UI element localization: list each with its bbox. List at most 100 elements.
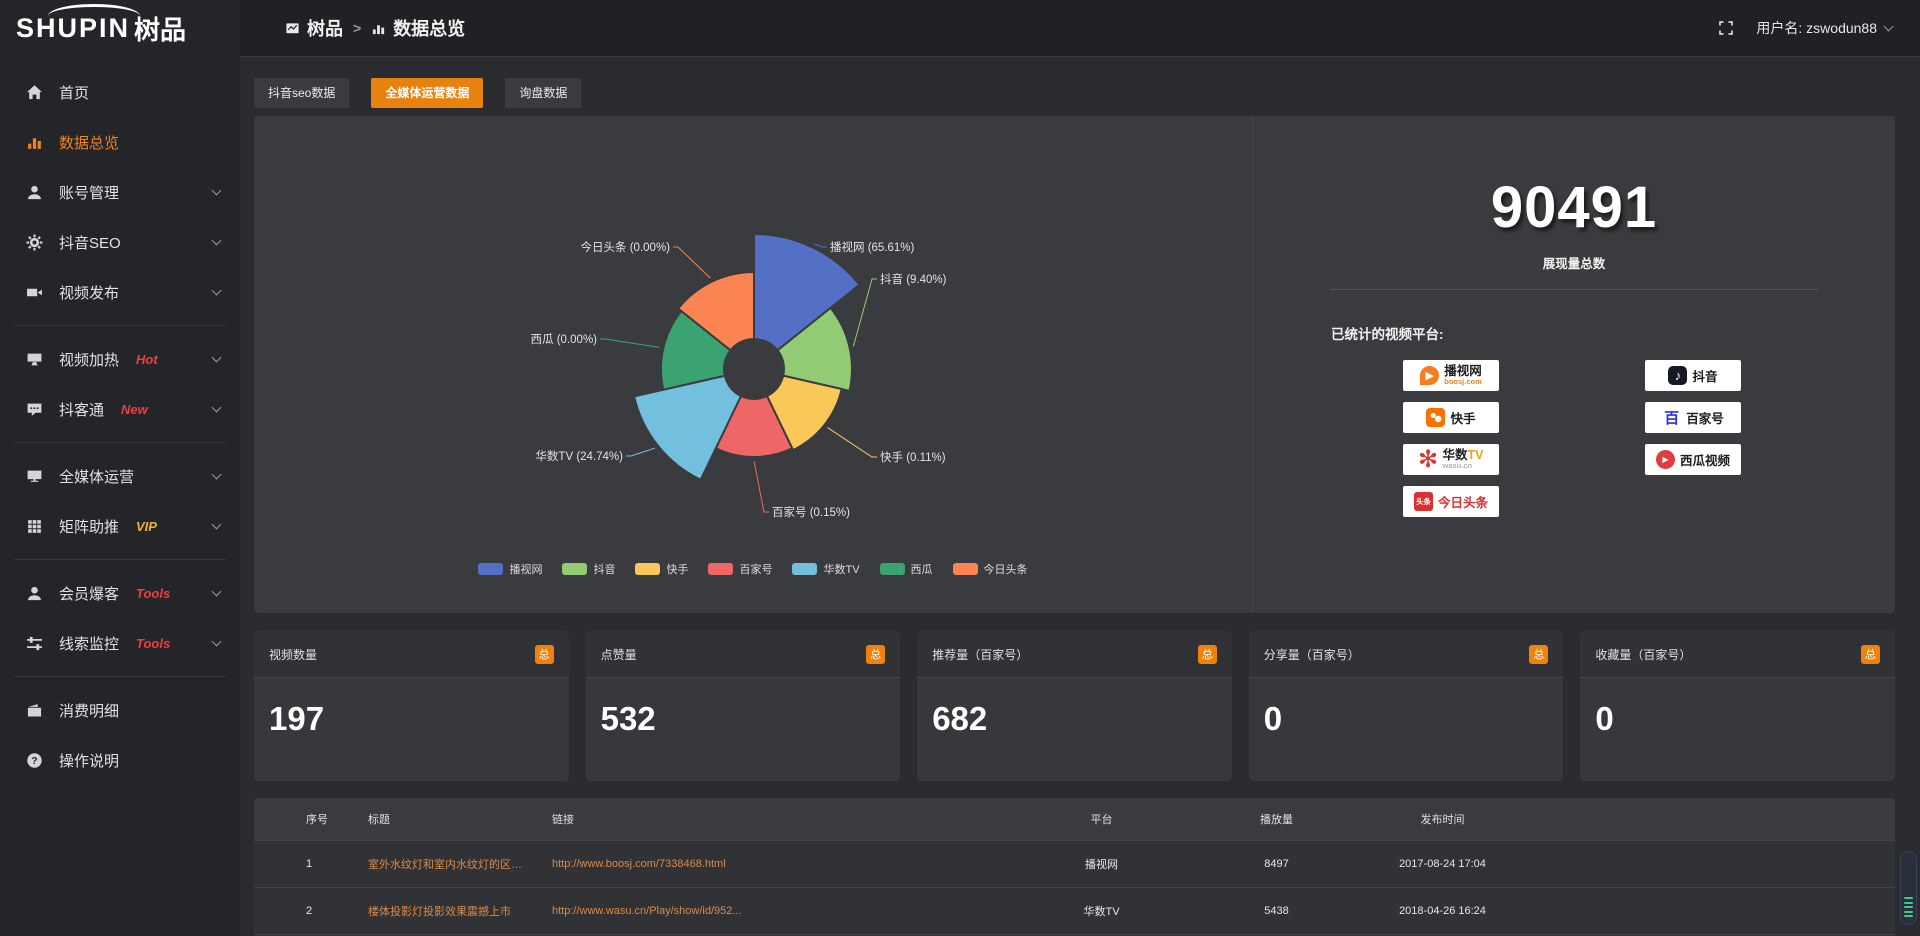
pie-slice-快手[interactable] (765, 374, 843, 452)
col-header-views: 播放量 (1260, 814, 1293, 826)
chevron-down-icon (211, 586, 222, 596)
platform-badge-label: 今日头条 (1437, 496, 1488, 510)
platform-badge-baijiahao[interactable]: 百 百家号 (1645, 402, 1741, 433)
legend-item-快手[interactable]: 快手 (635, 561, 688, 577)
stat-card-1: 点赞量 总 532 (585, 631, 901, 781)
pie-label-百家号: 百家号 (0.15%) (772, 505, 850, 519)
floating-scroll-widget[interactable] (1900, 851, 1917, 925)
stat-card-total-badge[interactable]: 总 (866, 644, 886, 664)
brand-logo[interactable]: SHUPIN 树品 (0, 0, 240, 57)
cell-title[interactable]: 室外水纹灯和室内水纹灯的区别和简介 (368, 859, 542, 871)
cell-no: 1 (306, 858, 313, 870)
platform-badge-boosj[interactable]: ▶ 播视网 boosj.com (1403, 360, 1499, 391)
breadcrumb-separator: > (353, 20, 362, 36)
sidebar-item-douketong[interactable]: 抖客通 New (0, 384, 240, 434)
sidebar-item-video-publish[interactable]: 视频发布 (0, 267, 240, 317)
legend-label: 西瓜 (910, 564, 933, 576)
cell-views: 5438 (1264, 905, 1289, 917)
overview-panel: 播视网 (65.61%) 抖音 (9.40%) 快手 (0.11%) 百家号 (0.1… (254, 116, 1895, 613)
pie-slice-播视网[interactable] (753, 232, 861, 352)
sidebar-item-member-baoke[interactable]: 会员爆客 Tools (0, 568, 240, 618)
legend-label: 抖音 (593, 564, 616, 576)
sidebar-item-media-ops[interactable]: 全媒体运营 (0, 451, 240, 501)
chevron-down-icon (211, 235, 222, 245)
summary-divider (1330, 289, 1818, 290)
stat-card-total-badge[interactable]: 总 (534, 644, 554, 664)
legend-swatch (708, 563, 734, 575)
tab-1[interactable]: 全媒体运营数据 (371, 78, 484, 108)
stat-card-title: 点赞量 (600, 647, 637, 662)
platform-badge-label: 播视网 (1444, 364, 1482, 378)
chevron-down-icon (211, 285, 222, 295)
breadcrumb-item-brand[interactable]: 树品 (285, 15, 343, 41)
stat-card-total-badge[interactable]: 总 (1197, 644, 1217, 664)
pie-slice-华数TV[interactable] (632, 374, 743, 482)
platform-badge-label: 快手 (1450, 412, 1476, 426)
sidebar-item-help[interactable]: ? 操作说明 (0, 735, 240, 785)
platform-badge-kuaishou[interactable]: 快手 (1403, 402, 1499, 433)
col-header-no: 序号 (306, 814, 328, 826)
stat-cards-row: 视频数量 总 197 点赞量 总 532 推荐量（百家号） 总 682 分享量（… (254, 631, 1895, 781)
legend-item-播视网[interactable]: 播视网 (478, 561, 542, 577)
col-header-title: 标题 (368, 814, 390, 826)
legend-swatch (792, 563, 818, 575)
bars-icon (26, 134, 44, 151)
sidebar-item-data-overview[interactable]: 数据总览 (0, 117, 240, 167)
cell-link[interactable]: http://www.wasu.cn/Play/show/id/952... (552, 905, 742, 917)
sidebar-item-clue-monitor[interactable]: 线索监控 Tools (0, 618, 240, 668)
help-icon: ? (26, 752, 44, 769)
stat-card-value: 197 (269, 700, 325, 737)
legend-swatch (952, 563, 978, 575)
pie-label-西瓜: 西瓜 (0.00%) (531, 333, 598, 346)
logo-arc-decoration (48, 4, 140, 16)
sidebar-item-account-manage[interactable]: 账号管理 (0, 167, 240, 217)
legend-item-百家号[interactable]: 百家号 (708, 561, 772, 577)
sidebar-item-matrix-boost[interactable]: 矩阵助推 VIP (0, 501, 240, 551)
cell-title[interactable]: 楼体投影灯投影效果震撼上市 (368, 906, 511, 918)
pie-slice-百家号[interactable] (714, 394, 794, 458)
user-menu[interactable]: 用户名: zswodun88 (1756, 18, 1894, 38)
sidebar-item-douyin-seo[interactable]: 抖音SEO (0, 217, 240, 267)
stat-card-total-badge[interactable]: 总 (1529, 644, 1549, 664)
sidebar-item-video-heat[interactable]: 视频加热 Hot (0, 334, 240, 384)
wallet-icon (26, 702, 44, 719)
legend-label: 华数TV (823, 564, 860, 576)
stat-card-value: 0 (1595, 700, 1614, 737)
user-icon (26, 184, 44, 201)
data-tabs: 抖音seo数据 全媒体运营数据 询盘数据 (254, 78, 1895, 108)
total-impressions-label: 展现量总数 (1542, 257, 1606, 271)
chevron-down-icon (1883, 21, 1894, 31)
sidebar-divider (14, 442, 226, 443)
legend-item-抖音[interactable]: 抖音 (562, 561, 615, 577)
platform-badge-douyin[interactable]: ♪ 抖音 (1645, 360, 1741, 391)
platform-badge-xigua[interactable]: ▶ 西瓜视频 (1645, 444, 1741, 475)
pie-slice-西瓜[interactable] (659, 309, 732, 391)
cell-link[interactable]: http://www.boosj.com/7338468.html (552, 858, 726, 870)
sidebar-item-home[interactable]: 首页 (0, 67, 240, 117)
pie-label-播视网: 播视网 (65.61%) (830, 240, 915, 254)
platform-badge-toutiao[interactable]: 头条 今日头条 (1403, 486, 1499, 517)
platform-badge-wasu[interactable]: ✻ 华数TV wasu.cn (1403, 444, 1499, 475)
tab-0[interactable]: 抖音seo数据 (254, 78, 350, 108)
breadcrumb-item-page[interactable]: 数据总览 (371, 15, 465, 41)
chevron-down-icon (211, 402, 222, 412)
legend-item-西瓜[interactable]: 西瓜 (879, 561, 933, 577)
home-icon (26, 84, 44, 101)
stat-card-total-badge[interactable]: 总 (1860, 644, 1880, 664)
platform-badge-column-1: ♪ 抖音 百 百家号 ▶ 西瓜视频 (1645, 360, 1741, 517)
legend-item-华数TV[interactable]: 华数TV (792, 561, 860, 577)
sidebar-divider (14, 676, 226, 677)
stat-card-title: 收藏量（百家号） (1595, 647, 1692, 662)
pie-slice-今日头条[interactable] (676, 270, 755, 352)
sidebar-item-consume-detail[interactable]: 消费明细 (0, 685, 240, 735)
tab-2[interactable]: 询盘数据 (505, 78, 582, 108)
stat-card-title: 分享量（百家号） (1263, 647, 1360, 662)
legend-item-今日头条[interactable]: 今日头条 (952, 561, 1028, 577)
sidebar-item-label: 线索监控 (59, 635, 120, 653)
fullscreen-icon[interactable] (1718, 20, 1734, 36)
pie-slice-抖音[interactable] (776, 306, 853, 392)
legend-label: 播视网 (509, 564, 543, 576)
gear-icon (26, 234, 44, 251)
screen-icon (285, 21, 300, 36)
sliders-icon (26, 635, 44, 652)
